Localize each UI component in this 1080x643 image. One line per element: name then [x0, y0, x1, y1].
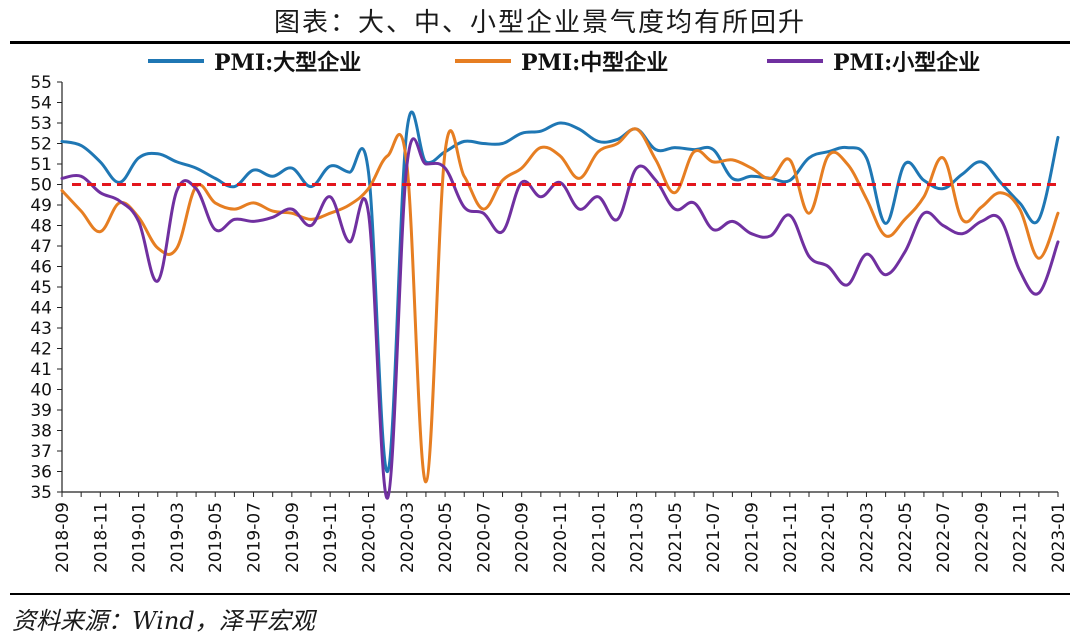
x-tick-label: 2021-07	[704, 502, 724, 573]
y-tick-label: 47	[30, 237, 52, 257]
x-tick-label: 2019-05	[206, 502, 226, 573]
y-tick-label: 45	[30, 278, 52, 298]
y-tick-label: 52	[30, 135, 52, 155]
y-tick-label: 49	[30, 196, 52, 216]
x-tick-label: 2021-01	[589, 502, 609, 573]
legend-swatch-medium	[455, 59, 511, 63]
y-tick-label: 37	[30, 442, 52, 462]
legend-label-medium: PMI:中型企业	[521, 50, 669, 76]
legend-item-small: PMI:小型企业	[767, 46, 980, 76]
axes: 3536373839404142434445464748495051525354…	[30, 73, 1069, 573]
y-tick-label: 51	[30, 155, 52, 175]
x-tick-label: 2018-09	[53, 502, 73, 573]
legend-label-small: PMI:小型企业	[833, 50, 981, 76]
x-tick-label: 2022-11	[1011, 502, 1031, 573]
legend-swatch-large	[148, 59, 204, 63]
y-tick-label: 50	[30, 176, 52, 196]
x-tick-label: 2022-07	[934, 502, 954, 573]
y-tick-label: 42	[30, 340, 52, 360]
y-tick-label: 38	[30, 422, 52, 442]
source-rule	[10, 593, 1070, 595]
x-tick-label: 2021-03	[628, 502, 648, 573]
legend-swatch-small	[767, 59, 823, 63]
x-tick-label: 2020-01	[359, 502, 379, 573]
x-tick-label: 2023-01	[1049, 502, 1069, 573]
x-tick-label: 2019-11	[321, 502, 341, 573]
x-tick-label: 2022-03	[857, 502, 877, 573]
title-rule	[10, 41, 1070, 44]
y-tick-label: 54	[30, 94, 52, 114]
y-tick-label: 53	[30, 114, 52, 134]
x-tick-label: 2020-11	[551, 502, 571, 573]
x-tick-label: 2019-03	[168, 502, 188, 573]
x-tick-label: 2019-07	[245, 502, 265, 573]
y-tick-label: 35	[30, 483, 52, 503]
x-tick-label: 2019-09	[283, 502, 303, 573]
x-tick-label: 2021-05	[666, 502, 686, 573]
y-tick-label: 48	[30, 217, 52, 237]
x-tick-label: 2019-01	[130, 502, 150, 573]
legend: PMI:大型企业 PMI:中型企业 PMI:小型企业	[0, 46, 1080, 76]
legend-item-medium: PMI:中型企业	[455, 46, 668, 76]
series-line-medium	[60, 127, 1060, 484]
x-tick-label: 2022-09	[972, 502, 992, 573]
x-tick-label: 2021-11	[781, 502, 801, 573]
chart-title: 图表：大、中、小型企业景气度均有所回升	[273, 8, 806, 38]
series-line-large	[60, 110, 1060, 474]
x-tick-label: 2022-05	[896, 502, 916, 573]
x-tick-label: 2020-03	[398, 502, 418, 573]
x-tick-label: 2022-01	[819, 502, 839, 573]
y-tick-label: 36	[30, 463, 52, 483]
chart-canvas: 3536373839404142434445464748495051525354…	[30, 73, 1069, 573]
x-tick-label: 2020-07	[474, 502, 494, 573]
legend-label-large: PMI:大型企业	[214, 50, 362, 76]
series-line-small	[60, 137, 1060, 500]
legend-item-large: PMI:大型企业	[148, 46, 361, 76]
y-tick-label: 41	[30, 360, 52, 380]
x-tick-label: 2020-05	[436, 502, 456, 573]
y-tick-label: 43	[30, 319, 52, 339]
source-note: 资料来源：Wind，泽平宏观	[12, 607, 315, 635]
x-tick-label: 2018-11	[91, 502, 111, 573]
y-tick-label: 40	[30, 381, 52, 401]
series-lines	[60, 110, 1060, 500]
y-tick-label: 46	[30, 258, 52, 278]
x-tick-label: 2021-09	[743, 502, 763, 573]
y-tick-label: 55	[30, 73, 52, 93]
x-tick-label: 2020-09	[513, 502, 533, 573]
y-tick-label: 44	[30, 299, 52, 319]
y-tick-label: 39	[30, 401, 52, 421]
